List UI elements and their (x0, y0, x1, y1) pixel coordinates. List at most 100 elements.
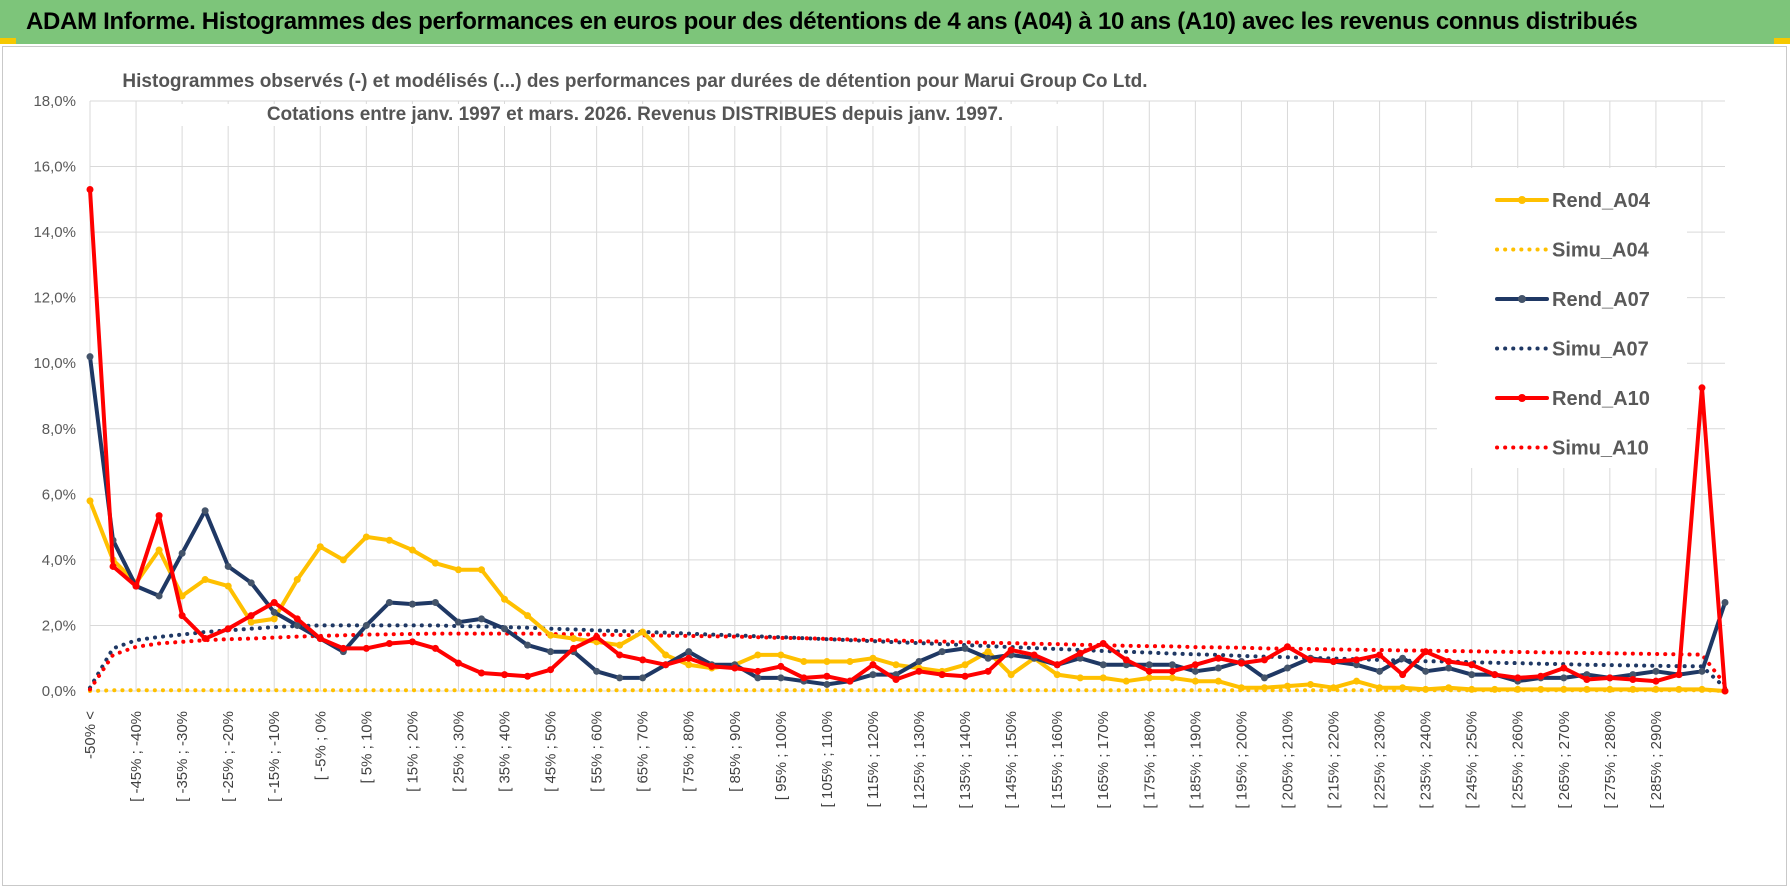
series-line-simu_a07 (88, 623, 1727, 690)
data-point (616, 674, 624, 682)
data-point (270, 599, 278, 606)
data-point (754, 674, 762, 682)
data-point (524, 641, 532, 649)
data-point (454, 618, 462, 626)
data-point (1122, 656, 1130, 664)
data-point (1030, 651, 1038, 659)
data-point (1514, 674, 1522, 682)
x-tick-label: -50% < (82, 711, 99, 759)
data-point (1560, 664, 1568, 672)
data-point (1007, 646, 1015, 654)
x-tick-label: [ 75% ; 80% (681, 711, 698, 792)
data-point (1214, 677, 1222, 685)
x-tick-label: [ 145% ; 150% (1003, 711, 1020, 809)
data-point (685, 661, 693, 669)
data-point (477, 615, 485, 623)
data-point (639, 628, 647, 636)
legend: Rend_A04 Simu_A04 Rend_A07 Simu_A07 Rend_A10… (1437, 168, 1687, 468)
data-point (777, 651, 785, 659)
x-tick-label: [ 85% ; 90% (727, 711, 744, 792)
data-point (1652, 685, 1660, 693)
data-point (178, 592, 186, 600)
x-tick-label: [ 135% ; 140% (957, 711, 974, 809)
data-point (1191, 677, 1199, 685)
y-tick-label: 8,0% (42, 421, 76, 438)
data-point (938, 671, 946, 679)
data-point (1353, 656, 1361, 664)
data-point (362, 644, 370, 652)
x-tick-label: [ -35% ; -30% (174, 711, 191, 802)
data-point (685, 654, 693, 662)
series-line-simu_a04 (88, 688, 1727, 693)
data-point (1260, 674, 1268, 682)
legend-marker (1518, 295, 1526, 303)
data-point (1237, 659, 1245, 667)
data-point (1491, 685, 1499, 693)
legend-label-simu_a04: Simu_A04 (1552, 240, 1650, 262)
data-point (316, 543, 324, 551)
data-point (1306, 680, 1314, 688)
data-point (247, 579, 255, 587)
x-tick-label: [ 55% ; 60% (589, 711, 606, 792)
data-point (570, 635, 578, 643)
y-tick-label: 6,0% (42, 486, 76, 503)
data-point (777, 662, 785, 670)
data-point (408, 638, 416, 646)
data-point (408, 600, 416, 608)
data-point (1122, 677, 1130, 685)
legend-label-rend_a10: Rend_A10 (1552, 388, 1650, 410)
x-tick-label: [ 155% ; 160% (1049, 711, 1066, 809)
data-point (293, 615, 301, 623)
data-point (431, 644, 439, 652)
data-point (938, 648, 946, 656)
data-point (1445, 664, 1453, 672)
data-point (1468, 661, 1476, 669)
data-point (224, 582, 232, 590)
data-point (524, 612, 532, 620)
x-tick-label: [ 45% ; 50% (543, 711, 560, 792)
data-point (593, 667, 601, 675)
data-point (1306, 656, 1314, 664)
data-point (1698, 384, 1706, 392)
banner-title: ADAM Informe. Histogrammes des performan… (26, 8, 1638, 35)
data-point (547, 631, 555, 639)
data-point (1330, 684, 1338, 692)
data-point (1376, 651, 1384, 659)
data-point (1099, 661, 1107, 669)
data-point (178, 549, 186, 557)
data-point (201, 576, 209, 584)
x-tick-label: [ 235% ; 240% (1418, 711, 1435, 809)
x-tick-label: [ 225% ; 230% (1372, 711, 1389, 809)
x-tick-label: [ 15% ; 20% (404, 711, 421, 792)
data-point (1076, 654, 1084, 662)
data-point (1376, 667, 1384, 675)
data-point (1053, 671, 1061, 679)
data-point (961, 644, 969, 652)
data-point (477, 566, 485, 574)
data-point (1422, 685, 1430, 693)
data-point (1698, 685, 1706, 693)
x-tick-label: [ 215% ; 220% (1326, 711, 1343, 809)
series-lines (86, 186, 1729, 695)
x-tick-label: [ -25% ; -20% (220, 711, 237, 802)
data-point (1007, 671, 1015, 679)
x-tick-label: [ 275% ; 280% (1602, 711, 1619, 809)
legend-label-rend_a07: Rend_A07 (1552, 289, 1650, 311)
data-point (1099, 674, 1107, 682)
series-line-rend_a10 (88, 187, 1727, 693)
x-tick-label: [ 175% ; 180% (1141, 711, 1158, 809)
data-point (1191, 661, 1199, 669)
legend-label-simu_a10: Simu_A10 (1552, 438, 1649, 460)
x-tick-label: [ -15% ; -10% (266, 711, 283, 802)
y-tick-label: 10,0% (33, 355, 76, 372)
data-point (293, 621, 301, 629)
legend-label-rend_a04: Rend_A04 (1552, 190, 1651, 212)
data-point (547, 666, 555, 674)
data-point (1283, 664, 1291, 672)
data-point (132, 582, 140, 590)
y-axis-ticks: 0,0% 2,0% 4,0% 6,0% 8,0% 10,0% 12,0% 14,0% 16,0%… (33, 93, 76, 700)
data-point (1376, 684, 1384, 692)
data-point (1606, 685, 1614, 693)
data-point (616, 641, 624, 649)
